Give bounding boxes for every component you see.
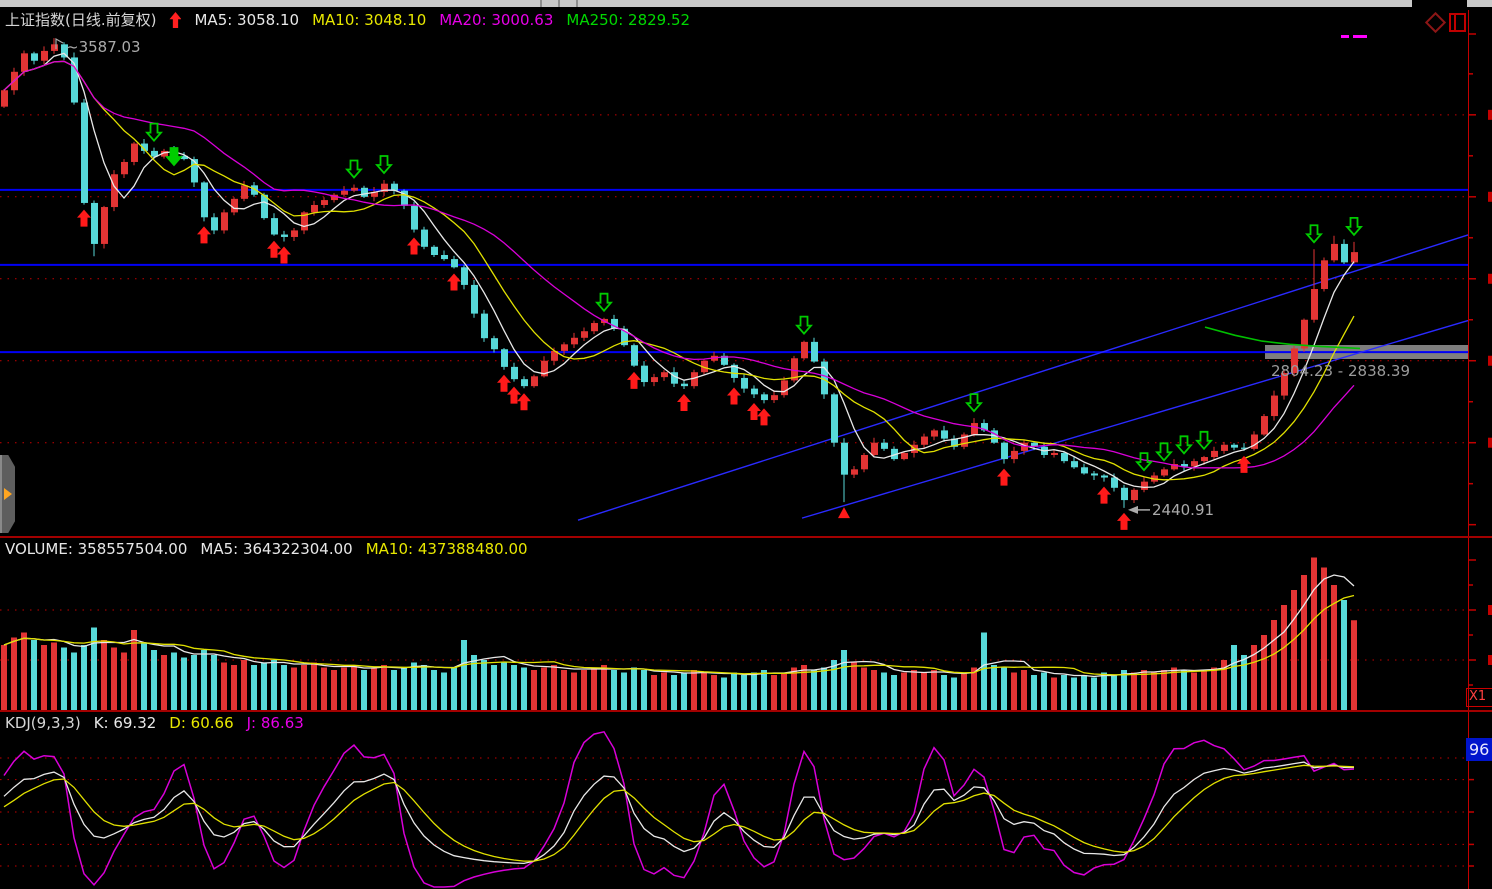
main-chart-header: 上证指数(日线.前复权) MA5: 3058.10 MA10: 3048.10 MA2… bbox=[5, 9, 703, 30]
ma250-line bbox=[1204, 326, 1361, 350]
volume-ma5-value: MA5: 364322304.00 bbox=[200, 540, 353, 558]
ma5-line bbox=[3, 52, 1355, 489]
kdj-axis-value-badge: 96 bbox=[1466, 738, 1492, 761]
kdj-d-value: D: 60.66 bbox=[169, 714, 234, 732]
kdj-j-value: J: 86.63 bbox=[246, 714, 304, 732]
diamond-tool-icon[interactable] bbox=[1424, 11, 1447, 34]
pane-separator[interactable] bbox=[0, 536, 1492, 538]
volume-chart[interactable] bbox=[0, 538, 1492, 710]
candles-layer bbox=[1, 38, 1358, 508]
svg-text:2804.23 - 2838.39: 2804.23 - 2838.39 bbox=[1271, 362, 1410, 380]
svg-text:~3587.03: ~3587.03 bbox=[66, 38, 141, 56]
strip-seam bbox=[558, 0, 560, 7]
strip-seam bbox=[540, 0, 542, 7]
trendlines bbox=[577, 234, 1469, 521]
price-gridlines bbox=[0, 114, 1468, 444]
kdj-gridlines bbox=[0, 757, 1468, 867]
volume-value: VOLUME: 358557504.00 bbox=[5, 540, 188, 558]
window-top-strip bbox=[0, 0, 1492, 7]
ma20-value: MA20: 3000.63 bbox=[439, 11, 554, 29]
support-lines bbox=[0, 188, 1468, 354]
volume-ma10-line bbox=[3, 594, 1355, 676]
k-line bbox=[3, 761, 1354, 865]
ma10-value: MA10: 3048.10 bbox=[312, 11, 427, 29]
split-window-icon-bar bbox=[1454, 15, 1456, 30]
volume-ma10-value: MA10: 437388480.00 bbox=[365, 540, 528, 558]
strip-seam bbox=[576, 0, 578, 7]
ma10-line bbox=[3, 60, 1355, 481]
up-arrow-icon bbox=[169, 12, 182, 28]
volume-gridlines bbox=[0, 609, 1468, 661]
kdj-chart[interactable] bbox=[0, 712, 1492, 889]
right-price-axis bbox=[1468, 10, 1469, 889]
ma250-value: MA250: 2829.52 bbox=[566, 11, 691, 29]
expand-arrow-icon bbox=[4, 488, 12, 500]
instrument-title[interactable]: 上证指数(日线.前复权) bbox=[5, 11, 157, 29]
volume-ma5-line bbox=[3, 574, 1355, 678]
magenta-dash-mark bbox=[1353, 35, 1367, 38]
kdj-header: KDJ(9,3,3) K: 69.32 D: 60.66 J: 86.63 bbox=[5, 714, 317, 732]
svg-text:2440.91: 2440.91 bbox=[1152, 501, 1214, 519]
pane-separator[interactable] bbox=[0, 710, 1492, 712]
j-line bbox=[3, 730, 1355, 888]
volume-scale-badge[interactable]: X1 bbox=[1466, 688, 1492, 707]
sidebar-expand-handle[interactable] bbox=[0, 455, 15, 533]
price-axis-ticks bbox=[1468, 33, 1492, 526]
main-price-chart[interactable]: ~3587.03 2440.91 2804.23 - 2838.39 bbox=[0, 33, 1492, 536]
volume-bars bbox=[1, 557, 1357, 710]
volume-header: VOLUME: 358557504.00 MA5: 364322304.00 MA1… bbox=[5, 540, 541, 558]
signal-markers bbox=[77, 122, 1363, 530]
strip-gap bbox=[1412, 0, 1467, 7]
magenta-dash-mark bbox=[1341, 35, 1349, 38]
d-line bbox=[3, 764, 1355, 862]
split-window-icon[interactable] bbox=[1449, 13, 1466, 32]
ma20-line bbox=[3, 60, 1355, 469]
volume-axis-ticks bbox=[1468, 559, 1492, 686]
kdj-k-value: K: 69.32 bbox=[93, 714, 157, 732]
kdj-name[interactable]: KDJ(9,3,3) bbox=[5, 714, 81, 732]
ma5-value: MA5: 3058.10 bbox=[194, 11, 300, 29]
price-annotations: ~3587.03 2440.91 2804.23 - 2838.39 bbox=[55, 37, 1410, 519]
